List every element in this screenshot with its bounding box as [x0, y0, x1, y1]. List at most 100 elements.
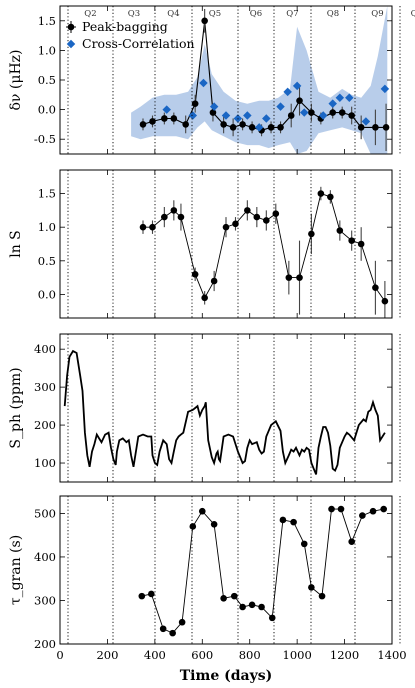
data-point-diamond [162, 105, 171, 114]
data-point-diamond [199, 78, 208, 88]
data-point [248, 124, 256, 131]
quarter-label: Q4 [167, 9, 179, 19]
data-point [267, 124, 275, 131]
data-point [253, 213, 261, 221]
data-point [382, 124, 390, 131]
data-point [296, 274, 303, 281]
y-tick-label: 100 [34, 456, 56, 470]
data-point [138, 592, 146, 600]
x-axis-label: Time (days) [180, 668, 272, 684]
y-axis-label: δν (μHz) [8, 50, 24, 111]
data-point-diamond [292, 81, 302, 91]
y-tick-label: 1.0 [38, 43, 56, 57]
data-point-diamond [328, 99, 337, 108]
x-tick-label: 800 [239, 648, 261, 662]
data-point-diamond [318, 111, 328, 120]
y-tick-label: 400 [34, 550, 56, 564]
quarter-label: Q2 [84, 9, 96, 19]
data-point [348, 237, 355, 244]
series-line [143, 192, 386, 302]
quarter-label: Q7 [286, 9, 298, 19]
plot-area [131, 6, 390, 154]
legend-label: Peak-bagging [82, 19, 168, 34]
data-point [209, 109, 217, 116]
quarter-label: Q10 [411, 9, 415, 19]
data-point-diamond [276, 102, 285, 111]
x-tick-label: 600 [191, 648, 213, 662]
y-tick-label: 0.0 [38, 103, 56, 117]
data-point [318, 592, 326, 600]
data-point [232, 220, 239, 228]
data-point [300, 540, 308, 548]
data-point [229, 124, 237, 131]
data-point [170, 115, 178, 122]
data-point-diamond [361, 117, 371, 126]
data-point [372, 124, 379, 131]
y-tick-label: 1.5 [38, 187, 56, 201]
data-point-diamond [345, 93, 354, 103]
data-point [272, 210, 280, 218]
data-point [308, 584, 315, 591]
data-point [328, 505, 335, 513]
data-point-diamond [221, 111, 231, 120]
y-axis-label: S_ph (ppm) [8, 367, 24, 448]
quarter-label: Q3 [128, 9, 140, 19]
data-point [348, 112, 355, 119]
legend-marker-circle [67, 23, 75, 31]
data-point [380, 505, 388, 513]
plot-frame [59, 333, 393, 483]
y-tick-label: 0.5 [38, 73, 56, 87]
y-tick-label: 500 [34, 506, 56, 520]
data-point-diamond [188, 111, 198, 120]
data-point [177, 213, 185, 221]
panel-1: Q2Q3Q4Q5Q6Q7Q8Q9Q10Q11Q12Q13Q14Q15Q16-0.… [8, 5, 415, 155]
quarter-label: Q6 [250, 9, 262, 19]
data-point [210, 277, 218, 285]
data-point [201, 17, 208, 25]
data-point [290, 518, 297, 526]
data-point [139, 223, 147, 231]
data-point-diamond [209, 102, 219, 111]
panel-3: 100 200 300 400 S_ph (ppm) [8, 333, 401, 483]
y-tick-label: 1.0 [38, 220, 56, 234]
quarter-label: Q9 [371, 9, 383, 19]
y-tick-label: 300 [34, 593, 56, 607]
data-point [239, 603, 246, 611]
data-point [139, 121, 147, 128]
data-point [198, 507, 206, 515]
data-point [170, 207, 178, 214]
data-point [348, 538, 355, 546]
data-point [239, 121, 246, 128]
data-point [329, 109, 337, 116]
data-point [244, 207, 251, 214]
data-point [268, 614, 276, 622]
y-tick-label: 300 [34, 380, 56, 394]
data-point [369, 507, 377, 515]
data-point [161, 115, 168, 122]
data-point [201, 294, 208, 302]
y-tick-label: 0.5 [38, 254, 56, 268]
data-point [296, 97, 303, 105]
data-point [337, 505, 345, 513]
data-point [178, 618, 186, 626]
data-point [336, 227, 344, 234]
y-tick-label: 400 [34, 342, 56, 356]
data-point [148, 590, 155, 598]
data-point [327, 193, 334, 201]
plot-area [63, 349, 386, 475]
x-tick-label: 400 [144, 648, 166, 662]
x-tick-label: 1000 [283, 648, 312, 662]
data-point [308, 230, 315, 238]
y-tick-label: 0.0 [38, 287, 56, 301]
y-tick-label: 200 [34, 418, 56, 432]
data-point [357, 124, 365, 131]
data-point [220, 121, 227, 128]
data-point [279, 516, 287, 524]
data-point [285, 274, 293, 281]
x-tick-label: 1200 [330, 648, 359, 662]
data-point [231, 592, 238, 600]
data-point [287, 112, 295, 119]
plot-area [138, 505, 388, 637]
data-point-diamond [262, 114, 271, 123]
